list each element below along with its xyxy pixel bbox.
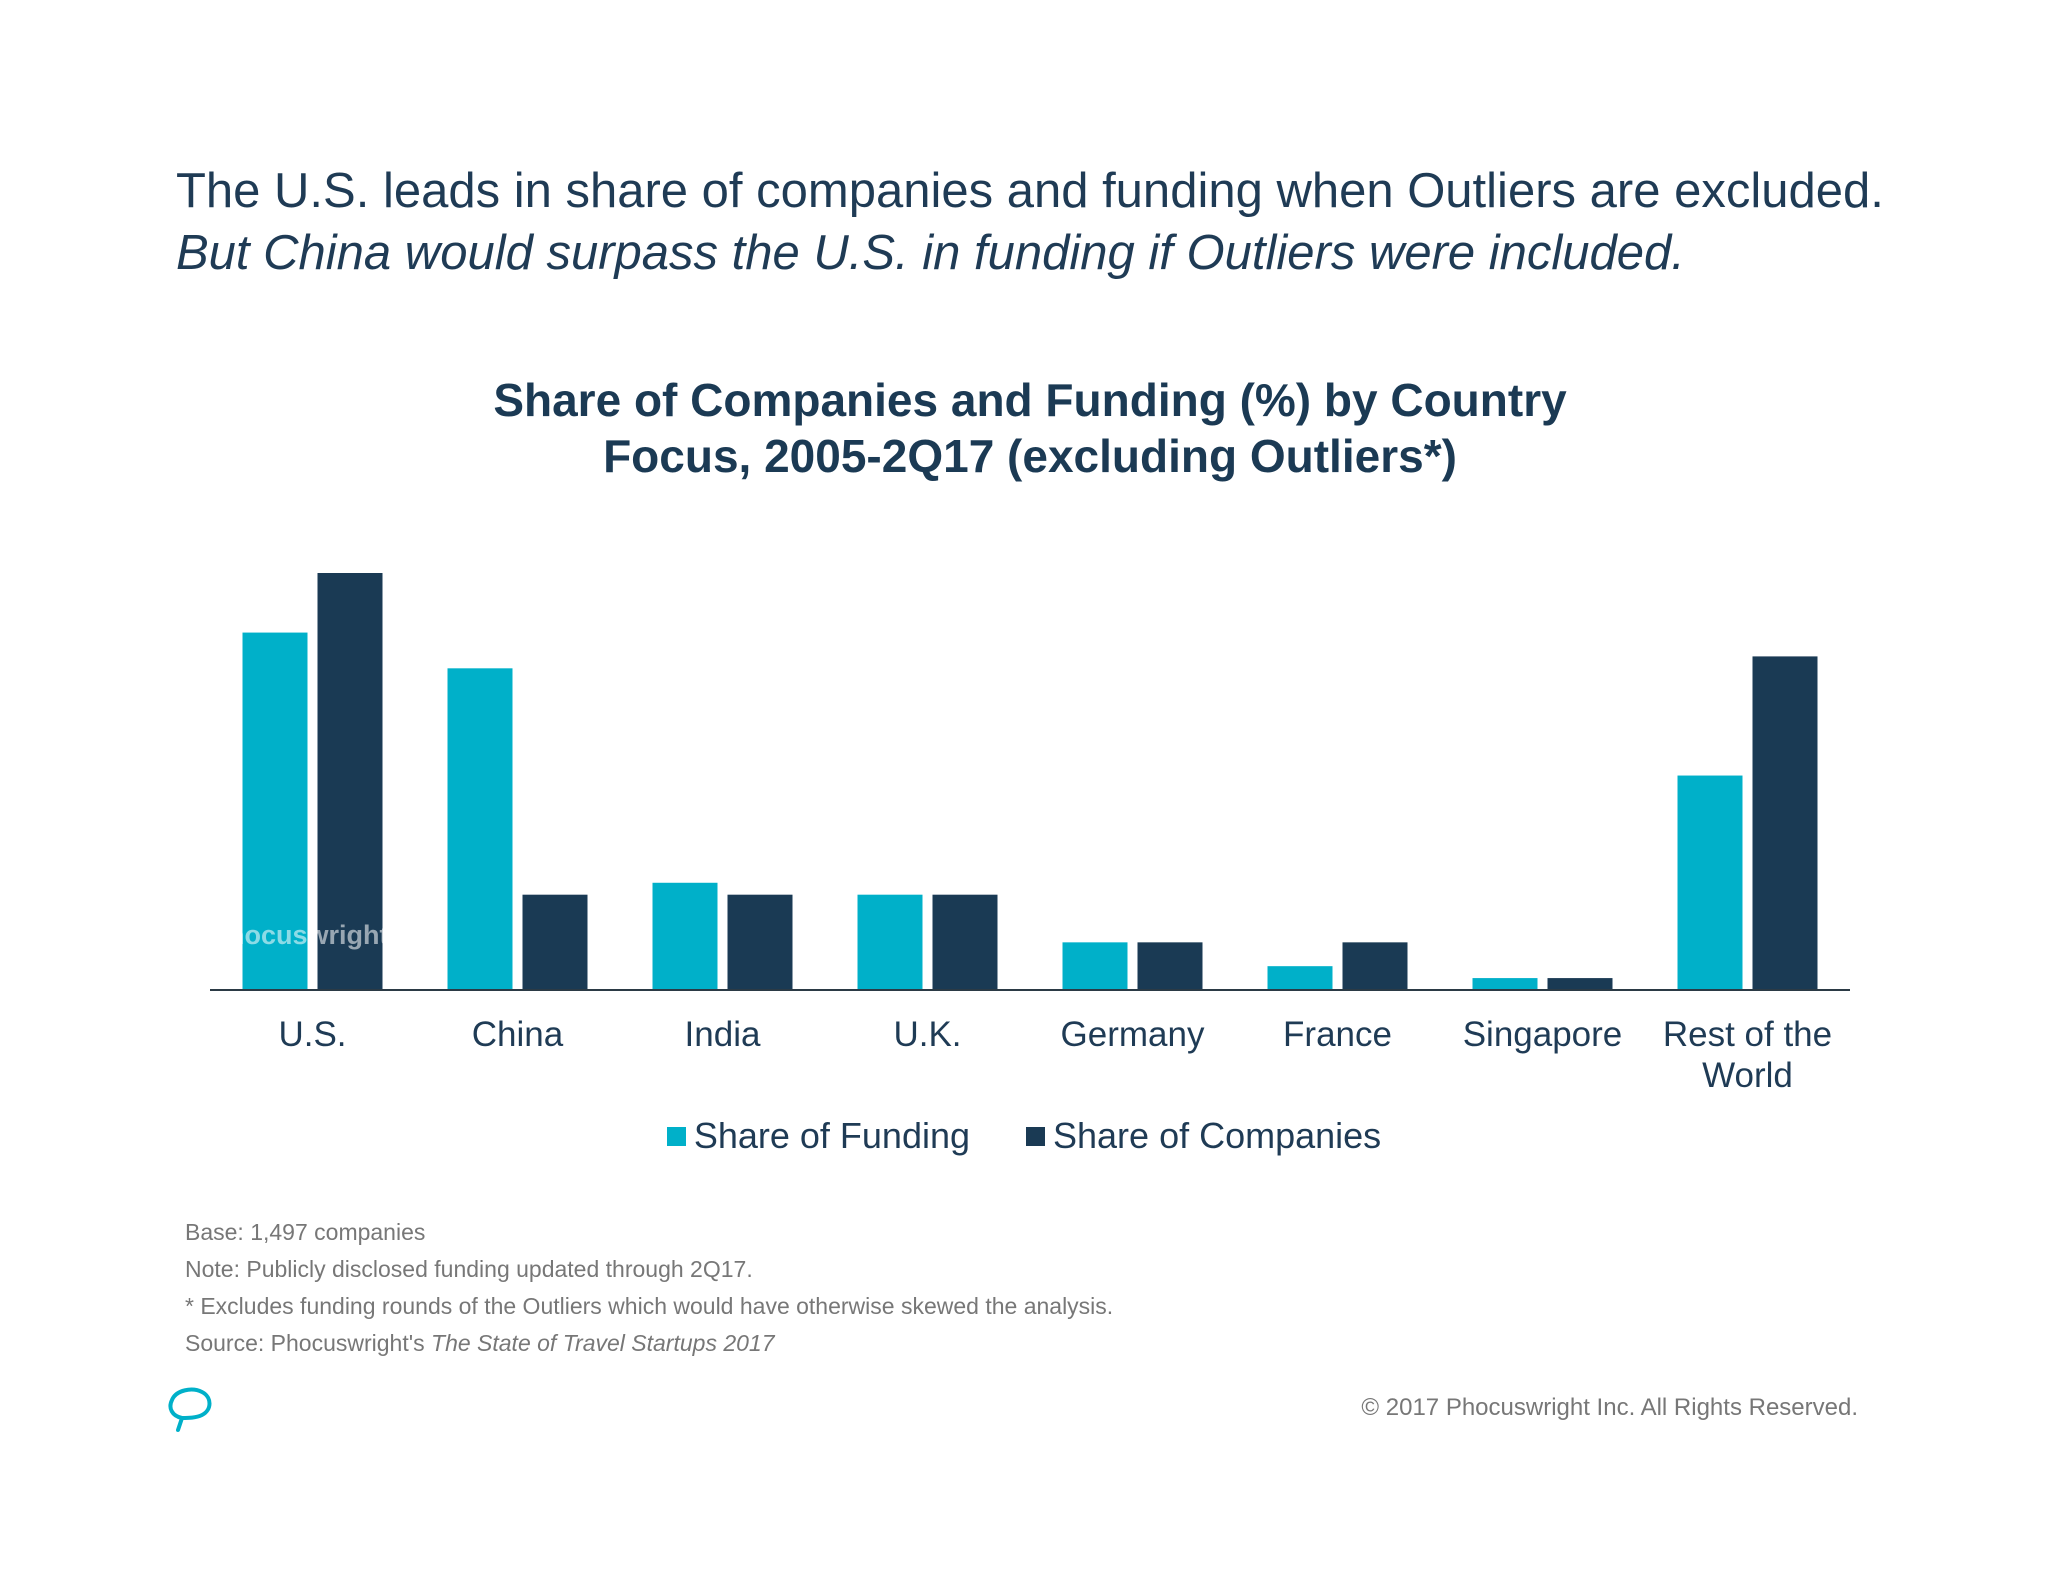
bar-companies-6 bbox=[1547, 978, 1613, 990]
bar-funding-6 bbox=[1472, 978, 1538, 990]
legend-swatch-funding bbox=[666, 1126, 686, 1146]
footnote-note: Note: Publicly disclosed funding updated… bbox=[185, 1256, 753, 1282]
copyright: © 2017 Phocuswright Inc. All Rights Rese… bbox=[1361, 1394, 1858, 1421]
legend-label-funding: Share of Funding bbox=[693, 1115, 970, 1156]
legend-item-companies: Share of Companies bbox=[1026, 1115, 1381, 1157]
legend-label-companies: Share of Companies bbox=[1053, 1115, 1382, 1156]
x-tick-label-5: France bbox=[1283, 1015, 1392, 1054]
chart-title-line-1: Share of Companies and Funding (%) by Co… bbox=[493, 374, 1567, 426]
headline-line-2: But China would surpass the U.S. in fund… bbox=[176, 226, 1685, 280]
x-tick-label-1: China bbox=[472, 1015, 564, 1054]
bar-funding-5 bbox=[1267, 966, 1333, 990]
bar-funding-2 bbox=[652, 882, 718, 990]
bar-companies-5 bbox=[1342, 942, 1408, 990]
bar-companies-3 bbox=[932, 894, 998, 990]
bar-funding-1 bbox=[447, 668, 513, 990]
bar-funding-0 bbox=[242, 632, 308, 990]
bar-companies-2 bbox=[727, 894, 793, 990]
legend-item-funding: Share of Funding bbox=[666, 1115, 970, 1157]
bar-companies-7 bbox=[1752, 656, 1818, 990]
bar-funding-7 bbox=[1677, 775, 1743, 990]
footnote-source-title: The State of Travel Startups 2017 bbox=[431, 1330, 775, 1356]
chart-title: Share of Companies and Funding (%) by Co… bbox=[300, 372, 1760, 484]
bar-companies-1 bbox=[522, 894, 588, 990]
footnote-source-prefix: Source: Phocuswright's bbox=[185, 1330, 432, 1356]
x-tick-label-4: Germany bbox=[1061, 1015, 1205, 1054]
headline-line-1: The U.S. leads in share of companies and… bbox=[176, 164, 1884, 218]
chart-title-line-2: Focus, 2005-2Q17 (excluding Outliers*) bbox=[603, 430, 1457, 482]
bar-funding-3 bbox=[857, 894, 923, 990]
x-tick-label-0: U.S. bbox=[278, 1015, 346, 1054]
phocuswright-logo-icon bbox=[168, 1387, 212, 1432]
footnotes: Base: 1,497 companies Note: Publicly dis… bbox=[185, 1214, 1113, 1362]
x-tick-label-7-1: World bbox=[1702, 1056, 1793, 1095]
bar-companies-4 bbox=[1137, 942, 1203, 990]
footnote-base: Base: 1,497 companies bbox=[185, 1219, 426, 1245]
chart-legend: Share of Funding Share of Companies bbox=[0, 1115, 2048, 1157]
x-tick-label-3: U.K. bbox=[893, 1015, 961, 1054]
x-tick-label-2: India bbox=[685, 1015, 761, 1054]
x-tick-label-7: Rest of the bbox=[1663, 1015, 1832, 1054]
watermark-text: Phocuswright bbox=[210, 920, 389, 950]
x-tick-label-6: Singapore bbox=[1463, 1015, 1623, 1054]
footnote-source: Source: Phocuswright's The State of Trav… bbox=[185, 1325, 1113, 1362]
bar-funding-4 bbox=[1062, 942, 1128, 990]
legend-swatch-companies bbox=[1026, 1126, 1045, 1146]
headline: The U.S. leads in share of companies and… bbox=[176, 160, 1996, 284]
footnote-excludes: * Excludes funding rounds of the Outlier… bbox=[185, 1293, 1114, 1319]
bar-companies-0 bbox=[317, 573, 383, 990]
